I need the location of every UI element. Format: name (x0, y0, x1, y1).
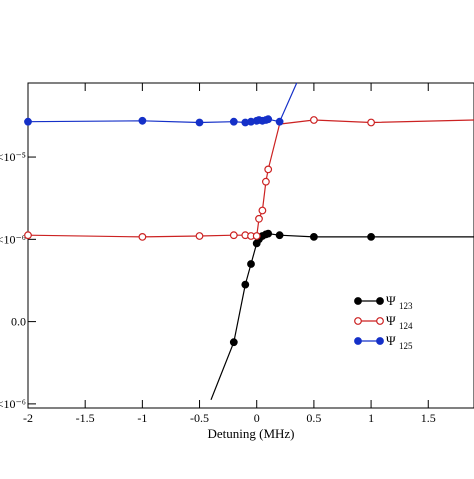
data-point-124 (195, 232, 204, 240)
legend-marker (376, 297, 384, 305)
data-point-124 (310, 116, 318, 124)
data-point-125 (264, 115, 273, 124)
data-point-123 (241, 280, 250, 289)
data-point-124 (262, 177, 270, 186)
data-point-123 (264, 229, 273, 238)
data-point-125 (229, 117, 238, 126)
data-point-124 (138, 232, 147, 241)
data-point-124 (229, 231, 238, 240)
data-point-125 (138, 116, 147, 125)
legend-marker (376, 317, 384, 325)
legend-label: Ψ (386, 333, 396, 348)
data-point-124 (264, 165, 273, 174)
y-tick-label: <10⁻⁶ (0, 397, 26, 411)
data-point-124 (258, 206, 267, 215)
data-point-124 (252, 232, 261, 240)
x-tick-label: 1 (368, 411, 374, 425)
x-tick-label: -2 (23, 411, 33, 425)
series-line-123 (210, 232, 474, 401)
series-lines (27, 82, 474, 401)
x-tick-label: 0 (254, 411, 260, 425)
data-point-124 (367, 118, 376, 127)
x-tick-label: -1.5 (76, 411, 95, 425)
data-point-125 (195, 118, 204, 127)
y-tick-label: <10⁻⁶ (0, 232, 26, 246)
legend-label: Ψ (386, 293, 396, 308)
plot-frame (27, 82, 474, 409)
legend-marker (354, 297, 362, 305)
series-markers (24, 115, 376, 347)
legend-label: Ψ (386, 313, 396, 328)
data-point-123 (310, 232, 318, 241)
legend-marker (354, 317, 362, 325)
data-point-123 (367, 232, 376, 241)
data-point-123 (229, 338, 238, 347)
data-point-123 (275, 231, 284, 240)
series-line-124 (27, 119, 474, 238)
y-tick-label: <10⁻⁵ (0, 150, 26, 164)
legend-label-subscript: 125 (399, 341, 413, 351)
axis-ticks: -2 -1.5 -1 -0.5 0 0.5 1 1.5 <10⁻⁶ 0.0 <10⁻⁶ <10⁻⁵ (0, 83, 436, 425)
data-point-125 (275, 117, 284, 126)
x-tick-label: -0.5 (190, 411, 209, 425)
data-point-125 (24, 117, 32, 126)
legend-label-subscript: 124 (399, 321, 413, 331)
x-tick-label: -1 (137, 411, 147, 425)
legend-label-subscript: 123 (399, 301, 413, 311)
data-point-123 (247, 260, 255, 268)
data-point-124 (24, 231, 32, 240)
x-axis-label: Detuning (MHz) (207, 426, 294, 441)
legend-marker (376, 337, 384, 345)
y-tick-label: 0.0 (11, 315, 26, 329)
x-tick-label: 0.5 (306, 411, 321, 425)
legend-marker (354, 337, 362, 345)
x-tick-label: 1.5 (421, 411, 436, 425)
data-point-124 (255, 214, 263, 223)
